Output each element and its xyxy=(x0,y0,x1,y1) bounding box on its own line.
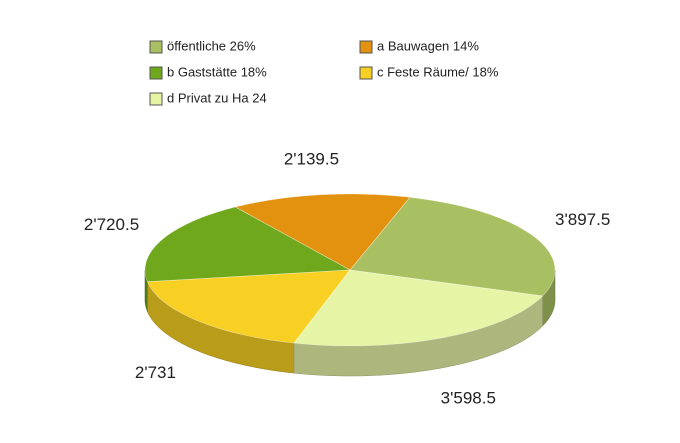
legend-label: a Bauwagen 14% xyxy=(377,38,479,53)
legend-swatch xyxy=(359,66,373,80)
slice xyxy=(293,269,544,347)
legend-swatch xyxy=(359,40,373,54)
slice xyxy=(147,269,351,344)
legend-label: d Privat zu Ha 24 xyxy=(167,90,267,105)
legend-label: öffentliche 26% xyxy=(167,38,256,53)
slice xyxy=(144,206,352,283)
data-label: 3'598.5 xyxy=(441,388,496,407)
legend-label: c Feste Räume/ 18% xyxy=(377,64,499,79)
data-label: 2'731 xyxy=(135,363,176,382)
legend-label: b Gaststätte 18% xyxy=(167,64,267,79)
data-label: 3'897.5 xyxy=(555,210,610,229)
data-label: 2'720.5 xyxy=(84,215,139,234)
legend-swatch xyxy=(149,66,163,80)
slice xyxy=(349,196,556,297)
legend-swatch xyxy=(149,92,163,106)
legend-swatch xyxy=(149,40,163,54)
data-label: 2'139.5 xyxy=(284,150,339,169)
slice xyxy=(234,193,411,271)
